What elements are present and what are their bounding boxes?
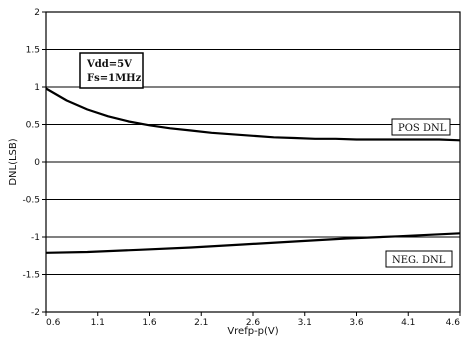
annotation-line-2: Fs=1MHz [87,73,142,84]
y-tick-label: -1.5 [22,271,40,281]
y-tick-label: 0.5 [26,121,40,131]
neg-dnl-label: NEG. DNL [385,250,453,268]
pos-dnl-label-frame [391,118,451,136]
x-tick-label: 1.6 [142,318,157,328]
annotation-box: Vdd=5V Fs=1MHz [79,52,144,89]
x-tick-label: 0.6 [46,318,61,328]
y-tick-label: 1.5 [26,46,40,56]
y-tick-label: -1 [31,233,40,243]
y-tick-label: 1 [34,83,40,93]
y-tick-label: 0 [34,158,40,168]
y-tick-label: -0.5 [22,196,40,206]
x-tick-labels: 0.6 1.1 1.6 2.1 2.6 3.1 3.6 4.1 4.6 [45,312,461,328]
x-tick-label: 3.6 [349,318,364,328]
y-tick-label: -2 [31,308,40,318]
pos-dnl-label: POS DNL [391,118,451,136]
y-tick-label: 2 [34,8,40,18]
pos-dnl-line [45,87,461,142]
annotation-line-1: Vdd=5V [86,59,132,70]
x-tick-label: 4.1 [401,318,415,328]
y-tick-labels: 2 1.5 1 0.5 0 -0.5 -1 -1.5 -2 [22,8,46,318]
series-lines [45,87,461,254]
x-tick-label: 3.1 [298,318,312,328]
neg-dnl-line [45,232,461,254]
neg-dnl-label-frame [385,250,453,268]
y-axis-title: DNL(LSB) [8,138,19,185]
x-tick-label: 2.1 [194,318,208,328]
pos-dnl-label-text: POS DNL [398,123,447,134]
x-tick-label: 4.6 [446,318,461,328]
x-tick-label: 2.6 [246,318,261,328]
x-axis-title: Vrefp-p(V) [227,326,278,337]
annotation-box-frame [79,52,144,89]
neg-dnl-label-text: NEG. DNL [392,255,446,266]
x-tick-label: 1.1 [91,318,105,328]
